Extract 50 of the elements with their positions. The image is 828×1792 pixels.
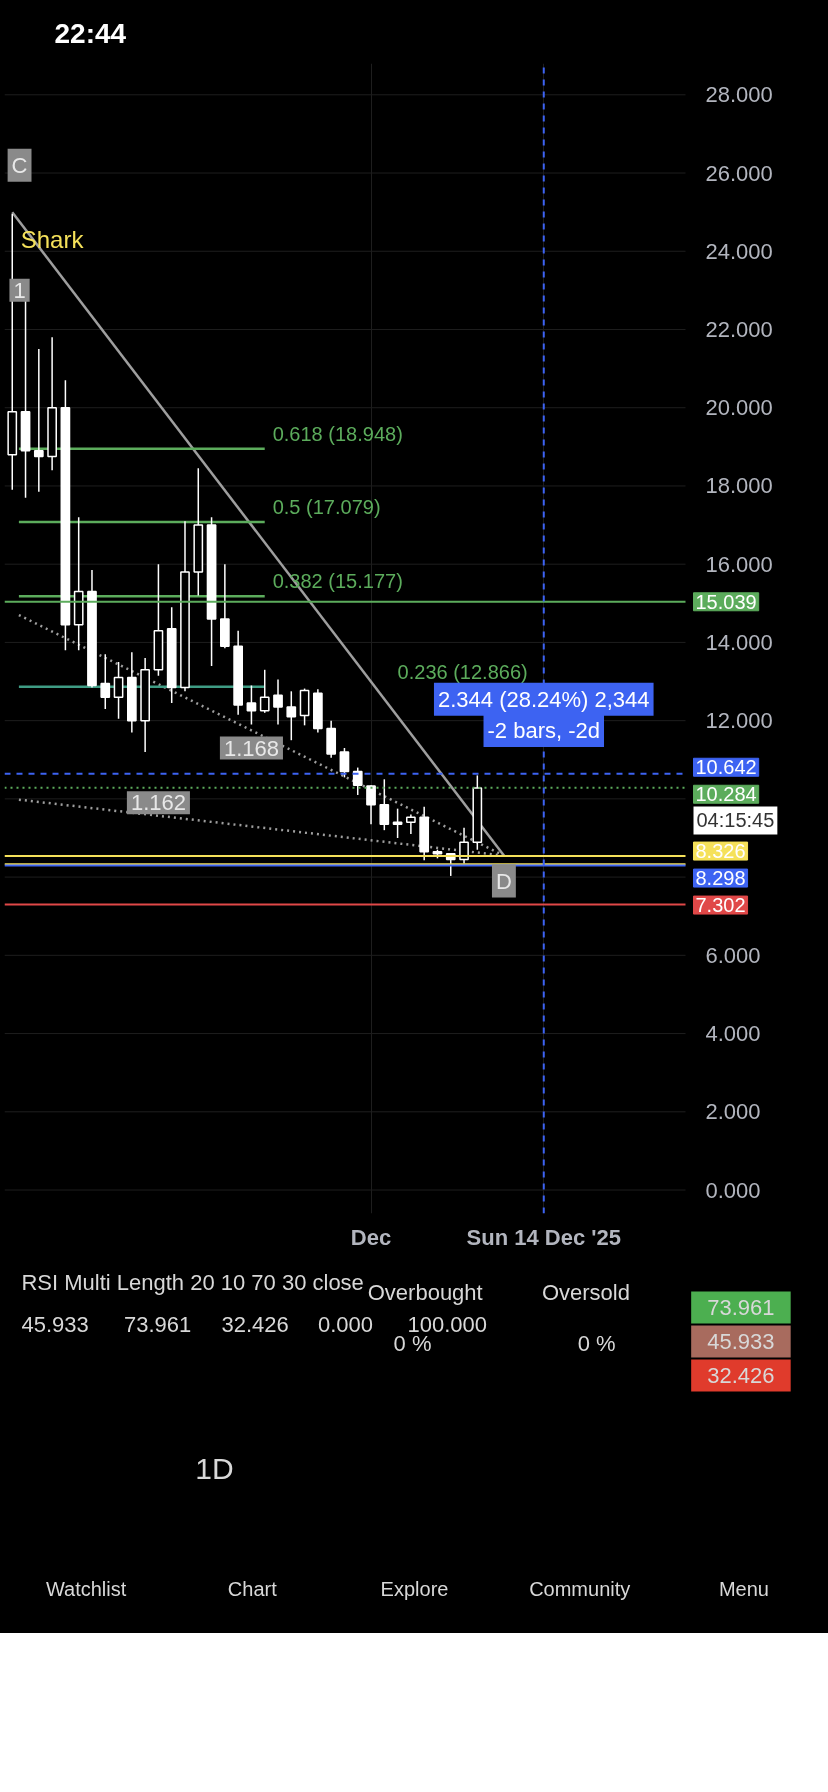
- annotation: 0.618 (18.948): [272, 422, 403, 445]
- y-tick-label: 28.000: [705, 82, 773, 108]
- y-tick-label: 24.000: [705, 238, 773, 264]
- text: 0.000: [317, 1312, 374, 1337]
- text: 32.426: [221, 1312, 289, 1337]
- x-tick-label: Sun 14 Dec '25: [466, 1224, 621, 1250]
- y-tick-label: 16.000: [705, 551, 773, 577]
- annotation: D: [495, 868, 512, 894]
- annotation: 0.236 (12.866): [397, 660, 528, 683]
- text: RSI Multi Length 20 10 70 30 close: [21, 1270, 364, 1295]
- text: Explore: [380, 1577, 449, 1600]
- text: 73.961: [123, 1312, 192, 1337]
- text: 45.933: [21, 1312, 89, 1337]
- y-tick-label: 4.000: [705, 1021, 761, 1047]
- text: Overbought: [367, 1280, 483, 1305]
- ref-line-label: 15.039: [695, 590, 757, 613]
- y-tick-label: 26.000: [705, 160, 773, 186]
- text: 45.933: [707, 1329, 775, 1354]
- ref-line-label: 8.298: [695, 867, 746, 890]
- text: 04:15:45: [696, 809, 775, 832]
- y-tick-label: 18.000: [705, 473, 773, 499]
- y-tick-label: 12.000: [705, 708, 773, 734]
- text: 22:44: [54, 17, 127, 49]
- y-tick-label: 0.000: [705, 1177, 761, 1203]
- y-tick-label: 20.000: [705, 395, 773, 421]
- annotation: C: [11, 152, 28, 178]
- ref-line-label: 10.284: [695, 783, 757, 806]
- text: 1D: [195, 1452, 234, 1485]
- text: Oversold: [541, 1280, 630, 1305]
- text: 32.426: [707, 1363, 775, 1388]
- text: 0 %: [577, 1331, 616, 1356]
- annotation: -2 bars, -2d: [487, 717, 601, 743]
- y-tick-label: 2.000: [705, 1099, 761, 1125]
- y-tick-label: 22.000: [705, 316, 773, 342]
- annotation: 1: [13, 277, 26, 303]
- ref-line-label: 10.642: [695, 756, 757, 779]
- annotation: 1.168: [223, 735, 279, 761]
- text: Chart: [227, 1577, 278, 1600]
- annotation: 0.5 (17.079): [272, 495, 381, 518]
- text: Community: [529, 1577, 631, 1600]
- annotation: 1.162: [130, 790, 186, 816]
- y-tick-label: 14.000: [705, 629, 773, 655]
- text: 73.961: [707, 1295, 775, 1320]
- ref-line-label: 7.302: [695, 894, 746, 917]
- x-tick-label: Dec: [350, 1224, 392, 1250]
- text: Menu: [718, 1577, 769, 1600]
- text: Watchlist: [45, 1577, 127, 1600]
- ref-line-label: 8.326: [695, 840, 746, 863]
- annotation: 2.344 (28.24%) 2,344: [437, 686, 650, 712]
- y-tick-label: 6.000: [705, 942, 761, 968]
